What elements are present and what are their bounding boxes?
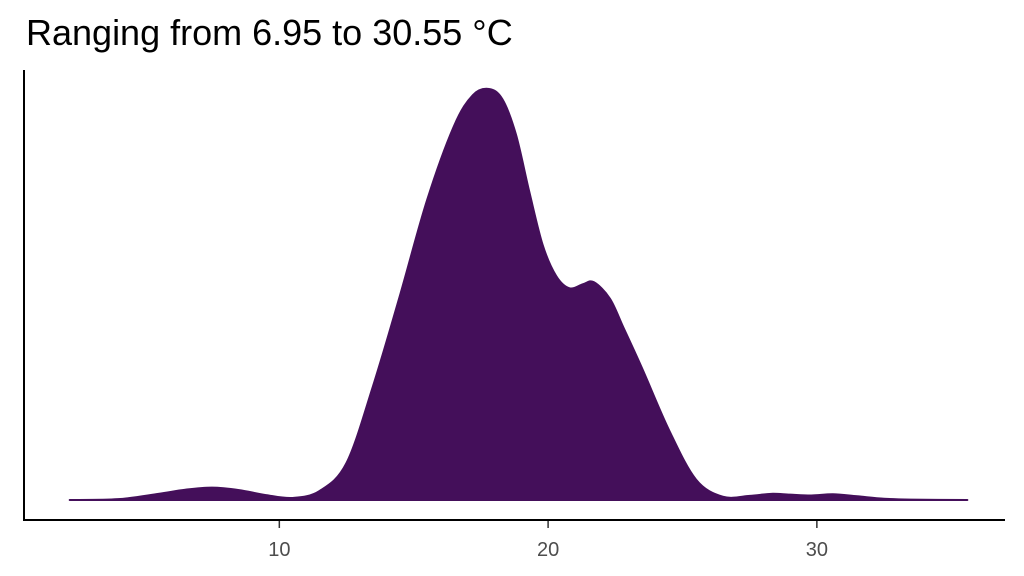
x-axis-ticks: 10 20 30	[268, 521, 828, 561]
chart-title: Ranging from 6.95 to 30.55 °C	[26, 12, 513, 53]
x-tick-label-10: 10	[268, 539, 290, 561]
x-tick-label-30: 30	[806, 539, 828, 561]
density-area-0	[68, 87, 969, 501]
x-tick-label-20: 20	[537, 539, 559, 561]
series-layer	[68, 87, 969, 501]
